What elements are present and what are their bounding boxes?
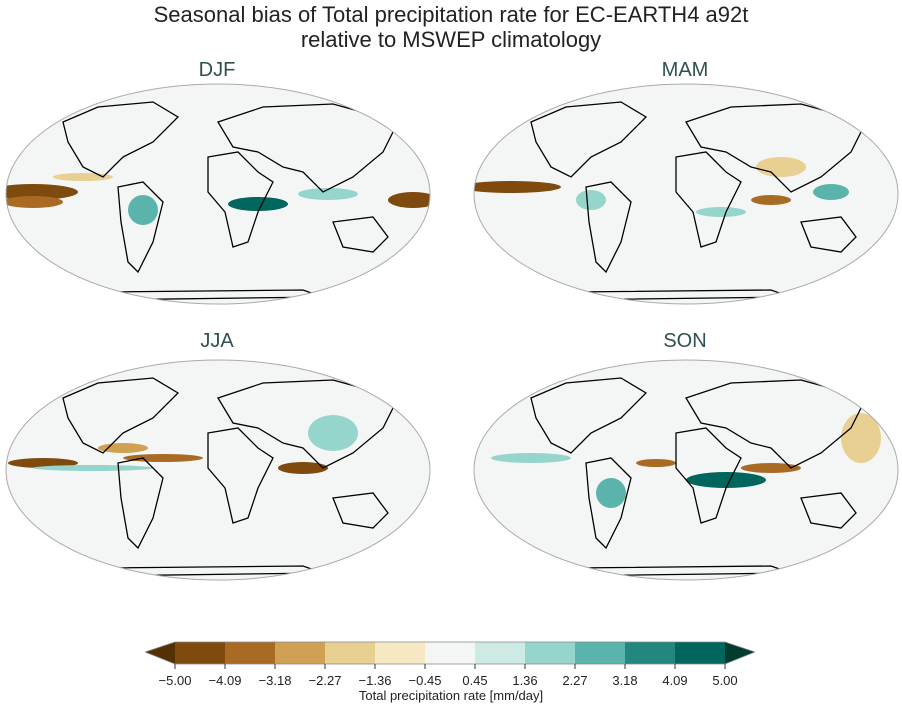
bias-region xyxy=(308,415,358,451)
bias-region xyxy=(756,157,806,177)
bias-region xyxy=(751,195,791,205)
coastline xyxy=(62,101,180,178)
colorbar-tick-label: −5.00 xyxy=(158,673,192,688)
colorbar-over-arrow xyxy=(725,642,755,664)
coastline xyxy=(332,492,389,529)
bias-region xyxy=(841,413,881,463)
bias-region xyxy=(636,459,676,467)
colorbar-tick-label: 0.45 xyxy=(462,673,488,688)
map-jja xyxy=(5,359,431,581)
panel-title-mam: MAM xyxy=(661,59,709,81)
bias-region xyxy=(6,196,63,208)
colorbar-tick-label: −0.45 xyxy=(408,673,442,688)
coastline xyxy=(117,181,164,274)
colorbar-bin xyxy=(225,642,276,664)
bias-region xyxy=(813,184,849,200)
bias-region xyxy=(686,472,766,488)
colorbar-bin xyxy=(675,642,726,664)
colorbar-bin xyxy=(475,642,526,664)
bias-region xyxy=(576,190,606,210)
coastline xyxy=(800,492,857,529)
map-mam xyxy=(473,83,899,305)
coastline xyxy=(332,216,389,253)
map-boundary xyxy=(473,83,899,305)
colorbar-bin xyxy=(525,642,576,664)
colorbar-bin xyxy=(625,642,676,664)
figure-title-line2: relative to MSWEP climatology xyxy=(300,27,602,52)
colorbar-tick-label: 4.09 xyxy=(662,673,688,688)
bias-region xyxy=(298,188,358,200)
coastline xyxy=(585,181,632,274)
coastline xyxy=(685,379,867,469)
bias-region xyxy=(123,454,203,462)
map-boundary xyxy=(5,359,431,581)
map-boundary xyxy=(473,359,899,581)
colorbar-tick-label: 1.36 xyxy=(512,673,538,688)
bias-region xyxy=(98,443,148,453)
coastline xyxy=(800,216,857,253)
map-djf xyxy=(5,83,431,305)
coastline xyxy=(675,427,742,524)
map-boundary xyxy=(5,83,431,305)
coastline xyxy=(530,377,648,454)
coastline xyxy=(217,379,399,469)
bias-region xyxy=(128,195,158,225)
colorbar-tick-label: 5.00 xyxy=(712,673,738,688)
colorbar-bin xyxy=(175,642,226,664)
panel-title-djf: DJF xyxy=(198,59,236,81)
bias-region xyxy=(388,192,430,208)
coastline xyxy=(117,457,164,550)
panel-title-jja: JJA xyxy=(200,330,234,352)
coastline xyxy=(207,151,274,248)
colorbar-tick-label: −4.09 xyxy=(208,673,242,688)
coastline xyxy=(207,427,274,524)
bias-region xyxy=(228,197,288,211)
map-son xyxy=(473,359,899,581)
coastline xyxy=(62,377,180,454)
colorbar xyxy=(145,641,755,669)
colorbar-bin xyxy=(375,642,426,664)
colorbar-tick-label: −2.27 xyxy=(308,673,342,688)
bias-region xyxy=(6,184,78,200)
colorbar-tick-label: 3.18 xyxy=(612,673,638,688)
bias-region xyxy=(741,463,801,473)
coastline xyxy=(585,457,632,550)
colorbar-bin xyxy=(275,642,326,664)
colorbar-under-arrow xyxy=(145,642,175,664)
colorbar-tick-label: −3.18 xyxy=(258,673,292,688)
coastline xyxy=(530,101,648,178)
colorbar-label: Total precipitation rate [mm/day] xyxy=(358,688,544,703)
bias-region xyxy=(33,465,153,471)
bias-region xyxy=(696,207,746,217)
figure-title-line1: Seasonal bias of Total precipitation rat… xyxy=(153,2,749,27)
colorbar-tick-label: −1.36 xyxy=(358,673,392,688)
coastline xyxy=(217,103,399,193)
bias-region xyxy=(491,453,571,463)
colorbar-bin xyxy=(425,642,476,664)
bias-region xyxy=(596,478,626,508)
colorbar-bin xyxy=(325,642,376,664)
panel-title-son: SON xyxy=(663,330,707,352)
colorbar-bin xyxy=(575,642,626,664)
bias-region xyxy=(53,173,113,181)
bias-region xyxy=(278,462,328,474)
coastline xyxy=(685,103,867,193)
coastline xyxy=(675,151,742,248)
bias-region xyxy=(474,181,561,193)
colorbar-tick-label: 2.27 xyxy=(562,673,588,688)
